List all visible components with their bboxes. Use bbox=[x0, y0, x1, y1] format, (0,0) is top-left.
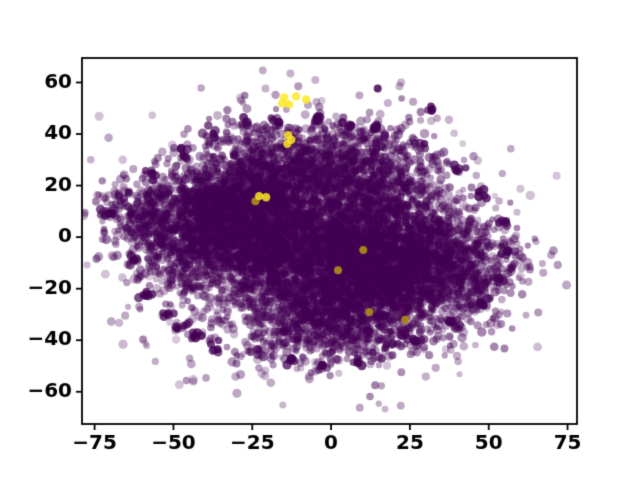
scatter-canvas bbox=[0, 0, 640, 480]
scatter-figure bbox=[0, 0, 640, 480]
